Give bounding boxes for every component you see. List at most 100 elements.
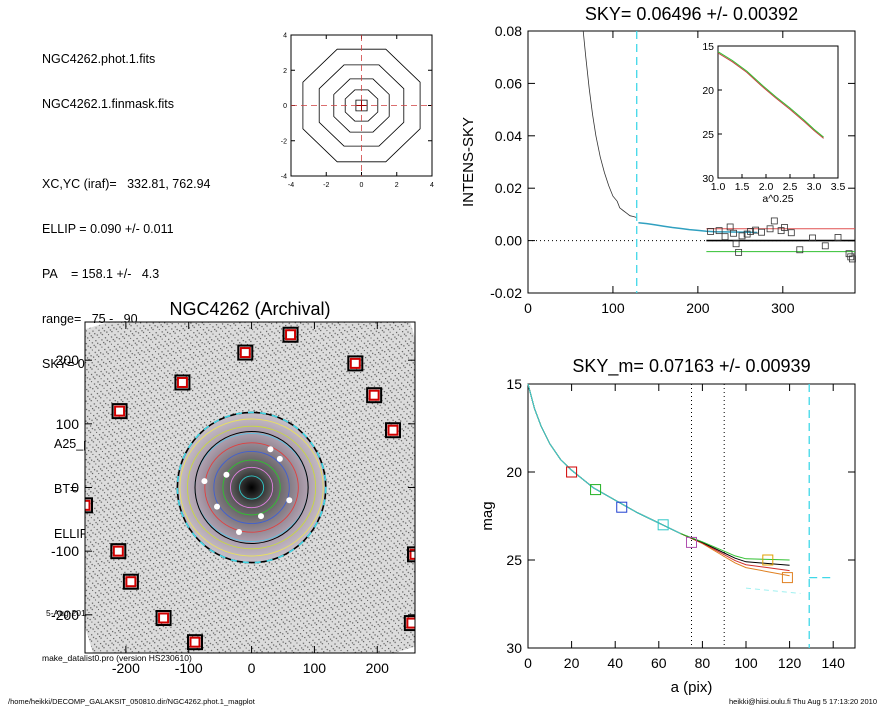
isophote	[187, 425, 317, 550]
y-tick-label: 25	[702, 129, 714, 141]
profile-black	[527, 383, 790, 566]
x-tick-label: 0	[524, 300, 532, 316]
image-title: NGC4262 (Archival)	[169, 299, 330, 319]
y-tick-label: 4	[283, 33, 287, 40]
x-tick-label: 2	[395, 182, 399, 189]
x-tick-label: -100	[175, 660, 203, 676]
marker-outer	[385, 422, 401, 439]
profile-marker	[616, 501, 628, 513]
isophote	[213, 450, 290, 525]
info-ellip: ELLIP = 0.090 +/- 0.011	[42, 222, 174, 236]
x-tick-label: 2.5	[783, 181, 798, 193]
x-tick-label: -200	[112, 660, 140, 676]
contour-level	[333, 78, 390, 133]
inset-xlabel: a^0.25	[762, 193, 793, 205]
profile-marker	[762, 554, 774, 566]
x-tick-label: 4	[430, 182, 434, 189]
marker-outer	[282, 326, 299, 343]
x-tick-label: 100	[734, 655, 758, 671]
x-tick-label: 1.0	[711, 181, 726, 193]
y-tick-label: 200	[56, 352, 80, 368]
y-tick-label: 15	[506, 376, 522, 392]
ellipse-inner	[194, 430, 309, 545]
marker-inner	[112, 545, 124, 557]
masked-star	[276, 455, 283, 462]
marker-inner	[125, 576, 137, 588]
mag-xlabel: a (pix)	[671, 679, 713, 696]
y-tick-label: -100	[51, 543, 79, 559]
marker-outer	[111, 403, 128, 420]
data-square	[809, 234, 816, 242]
x-tick-label: 80	[695, 655, 711, 671]
x-tick-label: 0	[248, 660, 256, 676]
marker-outer	[366, 387, 383, 404]
isophote	[239, 475, 265, 500]
contour-level	[318, 64, 405, 147]
x-tick-label: 3.0	[807, 181, 822, 193]
profile-marker	[686, 536, 697, 548]
data-square	[735, 248, 743, 256]
footer-user: heikki@hiisi.oulu.fi Thu Aug 5 17:13:20 …	[729, 697, 877, 706]
data-square	[770, 217, 778, 225]
y-tick-label: 0	[71, 480, 79, 496]
isophote	[230, 466, 274, 509]
y-tick-label: -0.02	[490, 285, 522, 301]
data-square	[707, 228, 715, 235]
y-tick-label: 0	[283, 103, 287, 110]
x-tick-label: 200	[686, 300, 710, 316]
data-square	[781, 224, 788, 231]
data-square	[758, 228, 765, 236]
y-tick-label: -2	[281, 138, 287, 145]
data-square	[849, 255, 856, 263]
y-tick-label: 15	[702, 41, 714, 53]
inset-curve	[717, 51, 824, 138]
data-square	[721, 233, 729, 241]
profile-marker	[781, 572, 793, 584]
marker-inner	[349, 357, 361, 369]
galaxy	[176, 412, 327, 563]
marker-inner	[387, 424, 399, 436]
marker-outer	[85, 497, 93, 514]
marker-outer	[155, 609, 172, 626]
x-tick-label: 120	[778, 655, 802, 671]
marker-inner	[85, 499, 91, 511]
marker-inner	[285, 329, 297, 341]
y-tick-label: 20	[702, 85, 714, 97]
y-tick-label: 30	[506, 640, 522, 656]
data-square	[747, 228, 754, 235]
marker-inner	[189, 636, 201, 648]
y-tick-label: 25	[506, 552, 522, 568]
masked-star	[214, 503, 220, 510]
y-tick-label: 2	[283, 68, 287, 75]
data-square	[834, 234, 842, 241]
footer-path: /home/heikki/DECOMP_GALAKSIT_050810.dir/…	[8, 697, 255, 706]
masked-star	[201, 478, 208, 485]
profile-cyan	[527, 383, 681, 535]
x-tick-label: 20	[564, 655, 580, 671]
info-pa: PA = 158.1 +/- 4.3	[42, 267, 160, 281]
x-tick-label: 0	[360, 182, 364, 189]
y-tick-label: 100	[56, 416, 80, 432]
y-tick-label: 30	[702, 173, 714, 185]
inset-frame	[717, 45, 839, 179]
sky-title: SKY= 0.06496 +/- 0.00392	[585, 4, 798, 24]
sky-ylabel: INTENS-SKY	[460, 117, 477, 207]
sky-frame	[527, 30, 856, 294]
x-tick-label: 40	[607, 655, 623, 671]
isophote	[179, 418, 324, 557]
info-file: NGC4262.phot.1.fits	[42, 52, 156, 66]
marker-inner	[114, 405, 126, 417]
x-tick-label: -4	[288, 182, 294, 189]
data-square	[847, 253, 855, 261]
y-tick-label: -200	[51, 607, 79, 623]
x-tick-label: 140	[822, 655, 846, 671]
contour-level	[344, 89, 379, 122]
x-tick-label: 60	[651, 655, 667, 671]
data-square	[821, 242, 829, 250]
marker-outer	[347, 355, 364, 372]
ellipse-sky	[176, 411, 327, 564]
marker-inner	[409, 548, 415, 560]
profile-line	[638, 222, 758, 234]
info-mask: NGC4262.1.finmask.fits	[42, 97, 174, 111]
data-square	[715, 227, 723, 235]
